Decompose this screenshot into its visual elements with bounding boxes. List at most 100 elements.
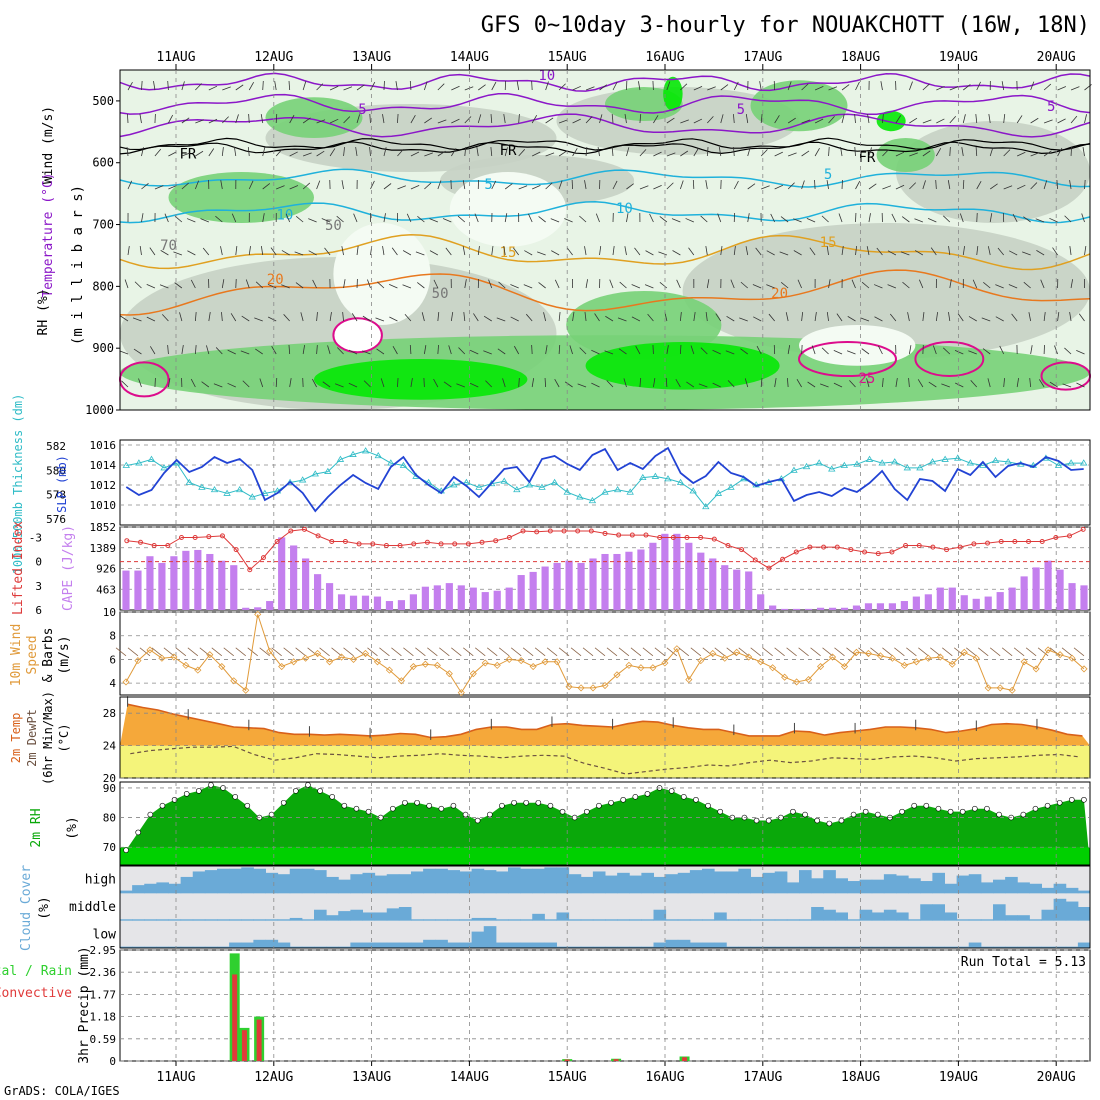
wind-barb [1054, 345, 1058, 355]
wind-barb [402, 284, 412, 289]
wind-barb [989, 183, 998, 190]
wind-barb [262, 80, 264, 91]
wind10-barb [750, 647, 761, 657]
wind-barb [705, 312, 708, 322]
wind-barb [222, 116, 229, 124]
thickness-point [361, 447, 370, 454]
rh-region [566, 291, 722, 359]
cape-bar [1044, 560, 1052, 610]
wind-barb [477, 114, 482, 124]
wind10-barb [295, 647, 306, 657]
cloud-cell [192, 919, 206, 921]
wind-barb [215, 215, 223, 223]
cape-bar [445, 583, 453, 610]
wind-barb [847, 316, 856, 322]
cape-bar [924, 594, 932, 610]
temp-5-contour [119, 168, 1091, 188]
wind-barb [807, 381, 816, 388]
wind-barb [733, 180, 739, 190]
wind-barb [745, 114, 749, 124]
rh2m-point [559, 808, 566, 815]
rh2m-point [402, 799, 408, 806]
wind-barb [1070, 115, 1078, 124]
cape-lifted-panel: 1852 1389 926 463 -3 0 3 6 [29, 521, 1091, 617]
wind-barb [525, 313, 533, 322]
precip-tick-label: 1.77 [90, 988, 117, 1001]
wind-barb [612, 81, 618, 91]
wind10-barb [798, 647, 809, 657]
ylabel-wind: Wind (m/s) [41, 106, 56, 184]
thickness-point [651, 472, 660, 479]
wind-barb [120, 315, 129, 322]
wind-barb [1043, 312, 1046, 322]
wind10-barb [570, 647, 582, 657]
wind-barb [954, 350, 964, 355]
wind-barb [119, 350, 129, 355]
wind-barb [195, 119, 204, 124]
top-date-label: 17AUG [743, 50, 782, 65]
wind10-barb [211, 647, 223, 657]
rh2m-point [280, 799, 287, 806]
wind-barb [424, 81, 428, 91]
rh2m-point [705, 802, 711, 809]
wind-barb [841, 246, 844, 256]
cloud-cell [702, 942, 715, 948]
wind-barb [671, 218, 681, 223]
cloud-cell [823, 870, 836, 894]
top-date-label: 18AUG [841, 50, 880, 65]
cloud-cell [326, 876, 339, 894]
wind-barb [437, 119, 447, 124]
cloud-cell [483, 917, 497, 921]
cloud-cell [750, 919, 764, 921]
temp-ylabel-line: (°C) [57, 724, 71, 753]
wind-barb [1030, 117, 1039, 124]
wind10-barb [331, 647, 342, 657]
cloud-row-label: low [93, 927, 117, 942]
cape-bar [840, 607, 849, 610]
ylabel-2m-rh-unit: (%) [65, 816, 80, 839]
cloud-cell [932, 872, 945, 894]
cape-bar [1068, 583, 1076, 610]
cloud-cell [762, 946, 776, 948]
cape-bar [828, 607, 837, 610]
wind-barb [404, 313, 412, 322]
wind10-point [1080, 665, 1088, 673]
wind-barb [1078, 313, 1085, 322]
wind-barb [1043, 180, 1048, 190]
wind-barb [935, 312, 939, 322]
wind10-barb [163, 647, 175, 657]
cloud-cell [932, 904, 945, 921]
temp-ylabel: 2m Temp 2m DewPt (6hr Min/Max) (°C) [9, 691, 71, 785]
rh2m-point [875, 811, 881, 818]
wind-barb [208, 118, 218, 124]
wind-barb [316, 150, 325, 157]
wind-barb [270, 247, 277, 256]
wind-barb [518, 113, 520, 124]
cloud-cell [362, 942, 376, 948]
lifted-point [247, 567, 253, 573]
wind-barb [1057, 86, 1067, 91]
wind10-barb [834, 647, 845, 657]
wind-barb [828, 86, 838, 91]
cloud-cell [883, 874, 897, 894]
wind10-barb [930, 647, 941, 657]
wind-barb [558, 83, 566, 91]
cape-bar [613, 553, 621, 610]
wind-barb [383, 147, 387, 157]
wind-barb [717, 213, 722, 223]
thickness-line [126, 450, 1084, 508]
precip-tick-label: 2.95 [90, 944, 117, 957]
wind-barb [572, 312, 575, 322]
wind-barb [531, 115, 538, 124]
cloud-cell [714, 871, 727, 894]
wind-barb [639, 149, 647, 157]
wind-barb [312, 279, 317, 289]
cloud-cell [653, 909, 667, 921]
wind-barb [922, 312, 925, 322]
wind-barb [882, 185, 891, 190]
wind-barb [502, 378, 506, 388]
wind-barb [774, 151, 783, 157]
wind-barb [355, 147, 358, 157]
wind-barb [302, 81, 307, 91]
wind10-barb [463, 647, 474, 657]
